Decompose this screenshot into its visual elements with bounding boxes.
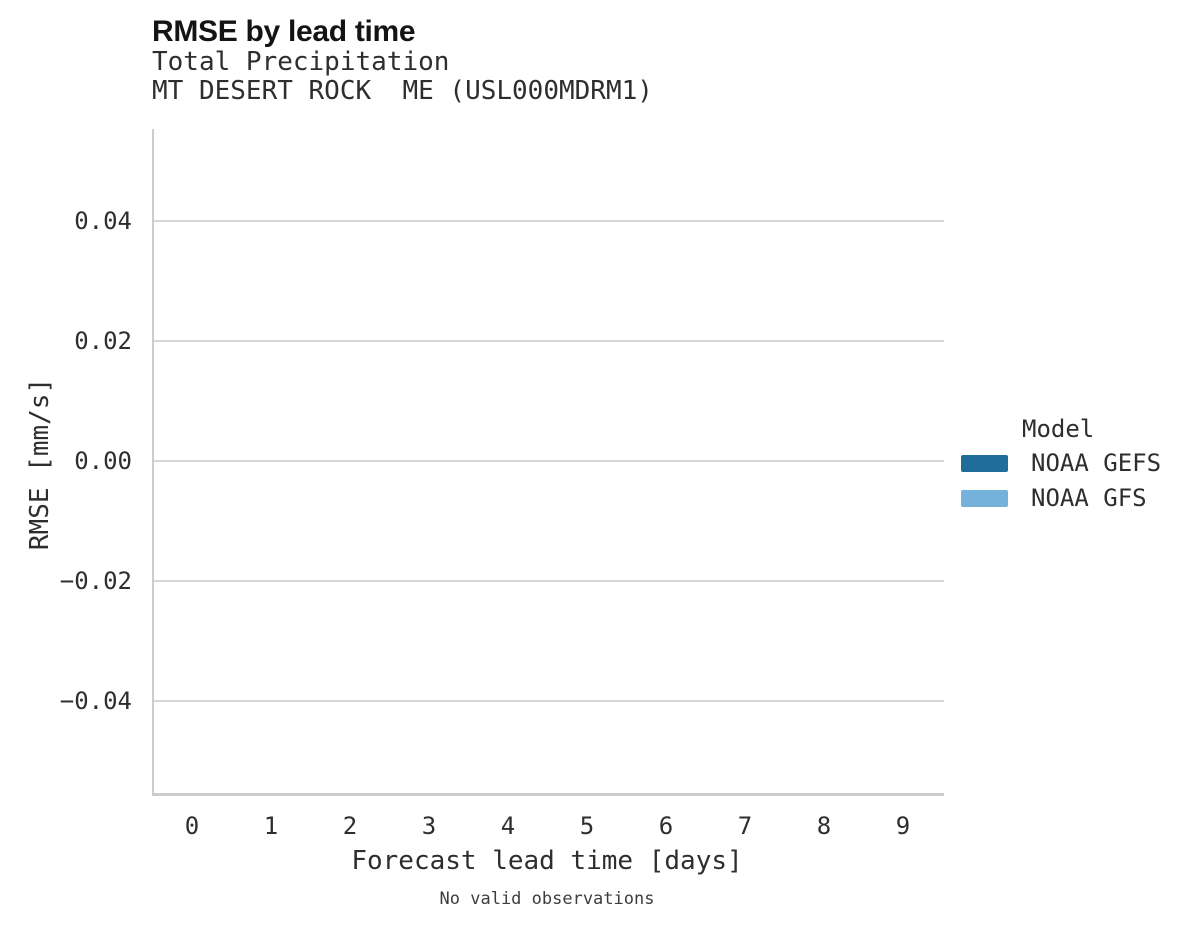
legend-label-noaa-gfs: NOAA GFS: [1031, 484, 1147, 512]
legend-label-noaa-gefs: NOAA GEFS: [1031, 449, 1162, 477]
y-tick-label: 0.02: [74, 327, 132, 355]
x-tick-label: 3: [421, 812, 437, 840]
legend-title: Model: [1022, 415, 1095, 443]
gridline: [154, 580, 944, 582]
x-tick-label: 2: [342, 812, 358, 840]
gridline: [154, 340, 944, 342]
x-tick-label: 4: [500, 812, 516, 840]
chart-caption: No valid observations: [439, 889, 655, 909]
y-tick-label: −0.02: [59, 567, 132, 595]
y-tick-label: 0.04: [74, 207, 132, 235]
x-tick-label: 1: [263, 812, 279, 840]
y-axis-label: RMSE [mm/s]: [25, 377, 55, 551]
plot-area: [152, 129, 944, 796]
x-tick-label: 9: [895, 812, 911, 840]
gridline: [154, 700, 944, 702]
chart-title: RMSE by lead time: [152, 15, 416, 48]
y-tick-label: 0.00: [74, 447, 132, 475]
y-tick-label: −0.04: [59, 687, 132, 715]
chart-subtitle: Total Precipitation: [152, 47, 450, 77]
legend-swatch-noaa-gefs: [961, 455, 1008, 472]
legend-swatch-noaa-gfs: [961, 490, 1008, 507]
x-tick-label: 8: [816, 812, 832, 840]
chart-station-line: MT DESERT ROCK ME (USL000MDRM1): [152, 76, 653, 106]
x-tick-label: 6: [658, 812, 674, 840]
gridline: [154, 460, 944, 462]
x-tick-label: 0: [184, 812, 200, 840]
x-axis-label: Forecast lead time [days]: [351, 846, 743, 876]
x-tick-label: 7: [737, 812, 753, 840]
x-tick-label: 5: [579, 812, 595, 840]
gridline: [154, 220, 944, 222]
